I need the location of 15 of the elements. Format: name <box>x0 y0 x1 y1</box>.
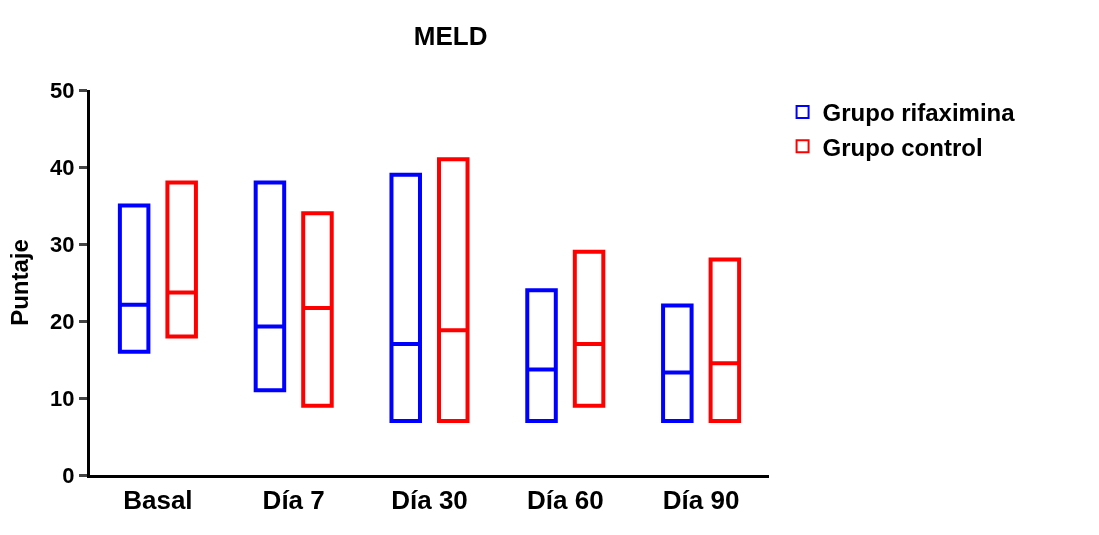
x-tick-label: Día 7 <box>262 485 325 516</box>
y-tick-label: 0 <box>62 462 75 488</box>
x-tick-label: Basal <box>123 485 193 516</box>
y-tick-label: 50 <box>50 77 75 103</box>
y-tick-label: 30 <box>50 231 75 257</box>
x-tick-label: Día 90 <box>662 485 740 516</box>
legend-label: Grupo rifaximina <box>822 99 1016 127</box>
y-axis-title: Puntaje <box>6 239 34 326</box>
y-tick-label: 40 <box>50 154 75 180</box>
chart-title: MELD <box>413 20 488 51</box>
x-tick-label: Día 30 <box>391 485 468 516</box>
legend-label: Grupo control <box>822 133 983 161</box>
y-tick-label: 10 <box>50 385 75 411</box>
x-tick-label: Día 60 <box>527 485 604 516</box>
y-tick-label: 20 <box>50 308 75 334</box>
